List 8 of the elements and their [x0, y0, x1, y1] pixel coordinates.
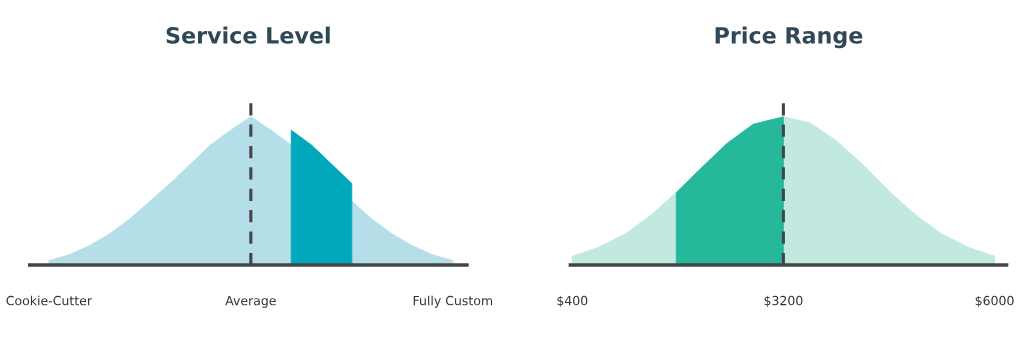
chart-title: Price Range: [715, 26, 863, 49]
chart-title: Service Level: [166, 26, 330, 44]
x-tick-label: Average: [225, 296, 276, 308]
x-tick-label: $3200: [764, 295, 803, 307]
x-tick-label: Fully Custom: [413, 295, 493, 308]
x-tick-label: Cookie-Cutter: [6, 295, 92, 306]
x-tick-label: $400: [557, 295, 588, 307]
x-tick-label: $6000: [975, 295, 1014, 307]
